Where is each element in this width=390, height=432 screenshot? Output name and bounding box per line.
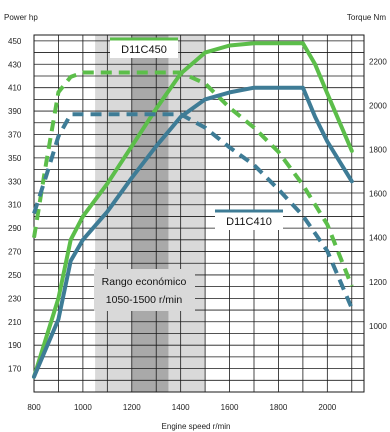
right-tick-label: 1200: [369, 278, 387, 287]
x-axis-title: Engine speed r/min: [162, 422, 231, 431]
x-tick-label: 1400: [172, 403, 190, 412]
left-tick-label: 290: [8, 224, 22, 233]
x-tick-label: 1600: [221, 403, 239, 412]
axis-text-layer: Power hp Torque Nm Engine speed r/min 170 19…: [4, 13, 387, 431]
right-tick-label: 2200: [369, 57, 387, 66]
left-tick-label: 370: [8, 130, 22, 139]
economic-range-band: [95, 35, 206, 392]
x-tick-label: 2000: [318, 403, 336, 412]
x-tick-label: 1800: [270, 403, 288, 412]
right-tick-label: 1000: [369, 322, 387, 331]
left-tick-label: 270: [8, 248, 22, 257]
right-tick-label: 1400: [369, 234, 387, 243]
series-layer: [32, 41, 354, 379]
d11c410-torque-line: [32, 112, 354, 310]
left-tick-label: 330: [8, 177, 22, 186]
economic-range-label-box: [94, 269, 195, 311]
x-tick-label: 1000: [74, 403, 92, 412]
d11c450-power-line: [32, 41, 354, 379]
x-tick-label: 1200: [123, 403, 141, 412]
left-axis-title: Power hp: [4, 13, 38, 22]
left-tick-label: 250: [8, 271, 22, 280]
left-tick-label: 350: [8, 154, 22, 163]
economic-range-inner: [131, 35, 169, 392]
d11c410-power-line: [32, 85, 354, 379]
left-tick-label: 190: [8, 341, 22, 350]
economic-range-label-line1: Rango económico: [102, 276, 187, 288]
economic-range-label-line2: 1050-1500 r/min: [106, 294, 183, 306]
left-tick-label: 170: [8, 365, 22, 374]
x-tick-label: 800: [27, 403, 41, 412]
d11c410-label: D11C410: [226, 216, 272, 228]
right-tick-label: 1600: [369, 190, 387, 199]
d11c450-label-box: [110, 40, 178, 58]
left-tick-label: 230: [8, 294, 22, 303]
left-tick-label: 450: [8, 37, 22, 46]
d11c410-label-box: [215, 212, 283, 230]
left-tick-label: 210: [8, 318, 22, 327]
right-tick-label: 2000: [369, 102, 387, 111]
right-axis-title: Torque Nm: [347, 13, 386, 22]
d11c450-label: D11C450: [121, 44, 167, 56]
right-tick-label: 1800: [369, 146, 387, 155]
left-tick-label: 430: [8, 60, 22, 69]
left-tick-label: 390: [8, 107, 22, 116]
left-tick-label: 410: [8, 84, 22, 93]
left-tick-label: 310: [8, 201, 22, 210]
series-label-layer: D11C450 D11C410 Rango económico 1050-1500 r…: [94, 37, 283, 311]
